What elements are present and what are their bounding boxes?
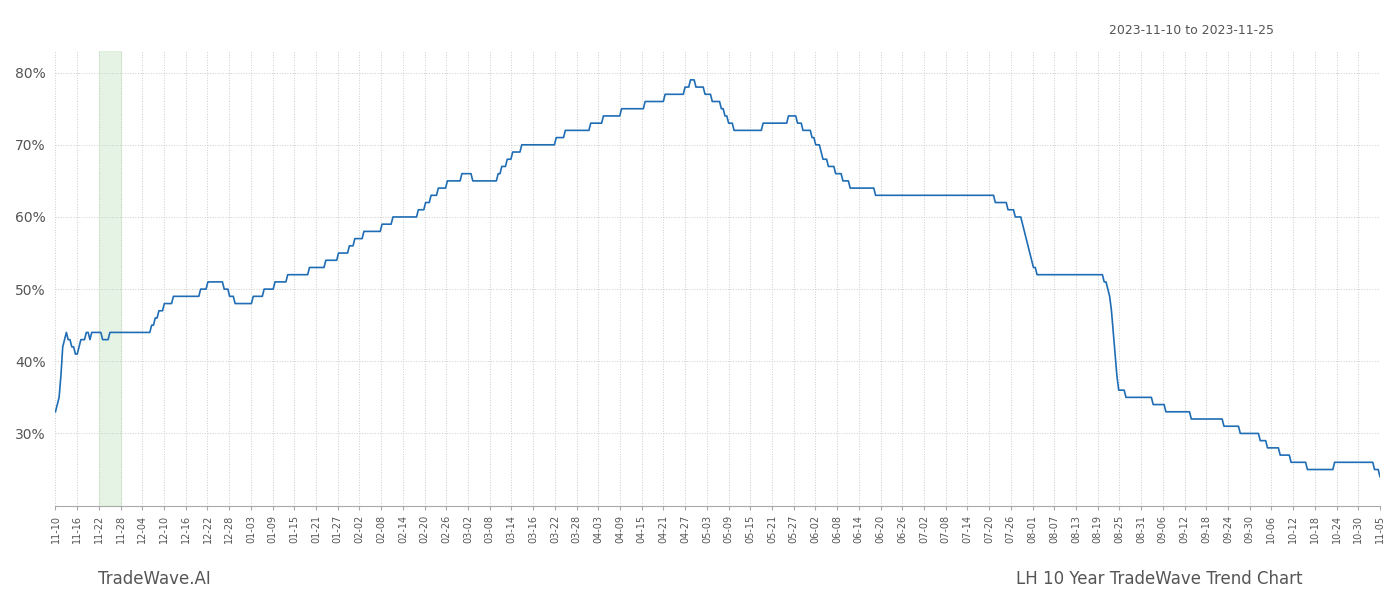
Text: 2023-11-10 to 2023-11-25: 2023-11-10 to 2023-11-25: [1109, 24, 1274, 37]
Text: TradeWave.AI: TradeWave.AI: [98, 570, 211, 588]
Bar: [99, 51, 120, 506]
Text: LH 10 Year TradeWave Trend Chart: LH 10 Year TradeWave Trend Chart: [1015, 570, 1302, 588]
